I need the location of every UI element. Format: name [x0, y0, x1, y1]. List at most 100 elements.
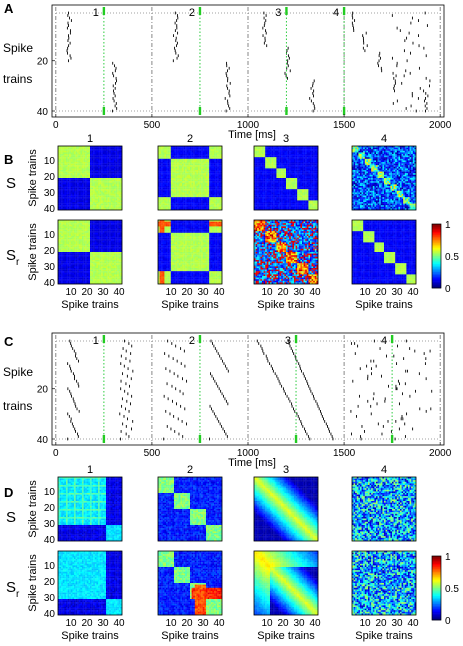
y-tick-label: 40: [37, 435, 49, 446]
marker-label: 1: [93, 335, 99, 347]
matrix-column-label: 2: [187, 464, 193, 476]
matrix-x-tick-label: 30: [391, 618, 403, 629]
matrix-y-tick-label: 20: [44, 246, 56, 257]
y-tick-label: 20: [37, 385, 49, 396]
panel-label-a: A: [4, 1, 14, 16]
matrix-column-label: 2: [187, 133, 193, 145]
matrix-y-axis-label: Spike trains: [27, 480, 39, 538]
matrix-y-tick-label: 20: [44, 172, 56, 183]
marker-label: 2: [189, 335, 195, 347]
matrix-y-tick-label: 10: [44, 156, 56, 167]
colorbar-tick-label: 0.5: [445, 252, 459, 263]
matrix-x-tick-label: 10: [261, 618, 273, 629]
colorbar-tick-label: 0.5: [445, 584, 459, 595]
x-tick-label: 2000: [429, 120, 452, 131]
matrix-x-tick-label: 20: [375, 618, 387, 629]
marker-label: 2: [189, 7, 195, 19]
matrix-y-tick-label: 30: [44, 519, 56, 530]
matrix-x-tick-label: 40: [309, 287, 321, 298]
matrix-y-tick-label: 40: [44, 609, 56, 620]
matrix-column-label: 3: [283, 133, 289, 145]
panel-label-d: D: [4, 485, 13, 500]
marker-tick-top: [198, 335, 202, 343]
x-tick-label: 500: [144, 448, 161, 459]
marker-label: 4: [333, 7, 339, 19]
marker-tick-bottom: [285, 107, 288, 115]
marker-tick-top: [285, 7, 288, 15]
matrix-x-axis-label: Spike trains: [257, 630, 315, 642]
similarity-matrix-D-s-4: [351, 476, 417, 542]
matrix-x-tick-label: 30: [97, 287, 109, 298]
similarity-matrix-D-sr-2: [157, 550, 223, 616]
similarity-matrix-D-s-3: [253, 476, 319, 542]
marker-tick-top: [198, 7, 202, 15]
matrix-frame: [157, 550, 223, 616]
matrix-column-label: 4: [381, 464, 387, 476]
matrix-frame: [57, 219, 123, 285]
matrix-y-tick-label: 40: [44, 204, 56, 215]
raster-c-trains-label: trains: [3, 399, 32, 413]
matrix-y-tick-label: 10: [44, 487, 56, 498]
similarity-matrix-B-sr-4: [351, 219, 417, 285]
matrix-y-tick-label: 30: [44, 262, 56, 273]
colorbar: 10.50: [431, 552, 459, 627]
matrix-x-tick-label: 10: [65, 618, 77, 629]
raster-a-spike-label: Spike: [3, 41, 33, 55]
matrix-d-row-s: S: [6, 509, 16, 526]
matrix-x-tick-label: 30: [197, 287, 209, 298]
marker-tick-top: [342, 7, 346, 15]
matrix-column-label: 4: [381, 133, 387, 145]
matrix-x-axis-label: Spike trains: [61, 299, 119, 311]
matrix-x-tick-label: 20: [81, 287, 93, 298]
marker-label: 3: [275, 7, 281, 19]
raster-spikes: [66, 11, 431, 113]
x-tick-label: 0: [53, 448, 59, 459]
matrix-y-axis-label: Spike trains: [27, 554, 39, 612]
matrix-frame: [351, 476, 417, 542]
matrix-column-label: 1: [87, 133, 93, 145]
marker-tick-bottom: [102, 107, 106, 115]
matrix-frame: [57, 476, 123, 542]
matrix-x-tick-label: 10: [165, 287, 177, 298]
matrix-x-tick-label: 10: [65, 287, 77, 298]
matrix-column-label: 1: [87, 464, 93, 476]
matrix-y-tick-label: 20: [44, 577, 56, 588]
matrix-frame: [157, 145, 223, 211]
matrix-b-row-sr-sub: r: [16, 257, 20, 268]
matrix-frame: [57, 550, 123, 616]
colorbar-tick-label: 1: [445, 552, 451, 563]
matrix-frame: [351, 219, 417, 285]
matrix-y-tick-label: 40: [44, 535, 56, 546]
similarity-matrix-B-s-3: [253, 145, 319, 211]
matrix-frame: [157, 219, 223, 285]
matrix-x-axis-label: Spike trains: [161, 299, 219, 311]
x-tick-label: 500: [144, 120, 161, 131]
marker-tick-top: [390, 335, 394, 343]
marker-tick-top: [102, 7, 106, 15]
matrix-y-tick-label: 10: [44, 561, 56, 572]
similarity-matrix-D-s-1: [57, 476, 123, 542]
raster-panel-c: Spike trains Time [ms] 1 2 3 40 500 1000 1500 2…: [3, 332, 452, 469]
matrix-x-axis-label: Spike trains: [355, 299, 413, 311]
matrix-y-tick-label: 20: [44, 503, 56, 514]
marker-label: 3: [285, 335, 291, 347]
x-tick-label: 2000: [429, 448, 452, 459]
matrix-b-row-s: S: [6, 175, 16, 192]
marker-tick-top: [294, 335, 298, 343]
raster-c-time-label: Time [ms]: [228, 457, 276, 469]
similarity-matrix-D-sr-3: [253, 550, 319, 616]
matrix-frame: [253, 145, 319, 211]
matrix-y-tick-label: 30: [44, 593, 56, 604]
matrix-x-axis-label: Spike trains: [61, 630, 119, 642]
similarity-matrix-B-sr-1: [57, 219, 123, 285]
matrix-x-tick-label: 10: [165, 618, 177, 629]
x-tick-label: 1000: [237, 448, 260, 459]
marker-label: 1: [93, 7, 99, 19]
matrix-b-row-sr: S: [6, 247, 16, 264]
matrix-x-tick-label: 40: [113, 287, 125, 298]
marker-tick-top: [102, 335, 106, 343]
similarity-matrix-B-s-1: [57, 145, 123, 211]
matrix-x-tick-label: 10: [359, 618, 371, 629]
matrix-x-tick-label: 20: [81, 618, 93, 629]
